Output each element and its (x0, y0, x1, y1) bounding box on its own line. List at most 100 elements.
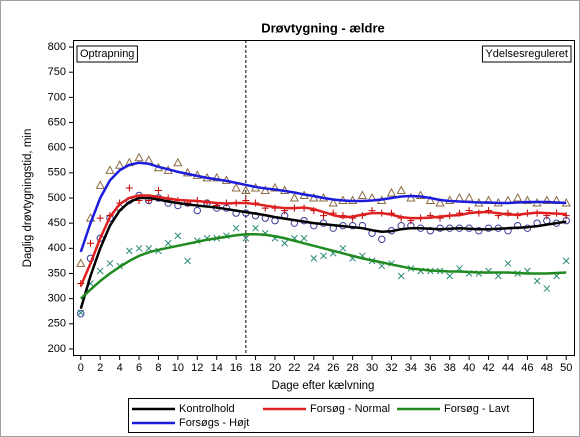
data-point (339, 244, 347, 252)
y-tick-label: 300 (48, 293, 66, 305)
x-tick-label: 44 (502, 362, 514, 374)
y-tick-label: 800 (48, 41, 66, 53)
legend-label: Forsøgs - Højt (179, 417, 249, 429)
legend-label: Forsøg - Normal (310, 403, 390, 415)
legend-label: Kontrolhold (179, 403, 235, 415)
data-point (184, 257, 191, 265)
data-point (105, 165, 115, 174)
data-point (174, 232, 182, 240)
x-tick-label: 16 (230, 362, 242, 374)
y-tick-label: 400 (48, 242, 66, 254)
data-point (106, 260, 114, 267)
data-point (260, 185, 270, 194)
x-tick-label: 18 (249, 362, 261, 374)
x-tick-label: 6 (136, 362, 142, 374)
x-tick-label: 20 (269, 362, 281, 374)
data-point (415, 190, 426, 199)
x-tick-label: 48 (541, 362, 553, 374)
x-axis-label: Dage efter kælvning (272, 380, 375, 392)
data-point (504, 260, 512, 267)
x-tick-label: 46 (521, 362, 533, 374)
data-point (114, 160, 125, 169)
x-tick-label: 36 (424, 362, 436, 374)
data-point (193, 206, 202, 215)
y-tick-label: 600 (48, 142, 66, 154)
x-tick-label: 26 (327, 362, 339, 374)
data-point (542, 195, 552, 205)
data-point (386, 187, 397, 197)
data-point (475, 227, 483, 235)
data-point (135, 244, 143, 252)
x-tick-label: 34 (405, 362, 417, 374)
annotation: Optrapning (80, 48, 134, 60)
data-point (562, 257, 570, 265)
y-tick-label: 200 (48, 343, 66, 355)
chart-title: Drøvtygning - ældre (261, 20, 385, 35)
data-point (95, 180, 105, 189)
data-point (252, 224, 259, 232)
data-point (145, 244, 153, 252)
data-point (310, 255, 318, 262)
x-tick-label: 38 (444, 362, 456, 374)
data-point (397, 272, 405, 280)
data-point (289, 192, 300, 202)
x-tick-label: 28 (347, 362, 359, 374)
x-tick-label: 12 (191, 362, 203, 374)
data-point (76, 258, 86, 267)
x-tick-label: 50 (560, 362, 572, 374)
y-tick-label: 250 (48, 318, 66, 330)
x-tick-label: 10 (172, 362, 184, 374)
data-point (270, 182, 280, 192)
y-tick-label: 700 (48, 91, 66, 103)
x-tick-label: 4 (117, 362, 123, 374)
x-tick-label: 30 (366, 362, 378, 374)
data-point (164, 239, 172, 247)
x-tick-label: 0 (78, 362, 84, 374)
annotation-box (481, 45, 572, 63)
data-point (125, 184, 133, 192)
data-point (300, 234, 308, 242)
annotation: Ydelsesreguleret (485, 48, 568, 60)
x-tick-label: 42 (482, 362, 494, 374)
series-line (79, 232, 567, 300)
x-tick-label: 40 (463, 362, 475, 374)
data-point (77, 310, 85, 318)
data-point (435, 197, 445, 207)
data-point (378, 235, 386, 243)
data-point (396, 185, 406, 194)
x-tick-label: 2 (97, 362, 103, 374)
data-point (173, 157, 183, 167)
data-point (232, 224, 240, 232)
series-line (79, 196, 567, 310)
data-point (406, 192, 416, 202)
legend-label: Forsøg - Lavt (444, 403, 509, 415)
x-tick-label: 24 (308, 362, 320, 374)
data-point (522, 195, 533, 205)
y-tick-label: 650 (48, 116, 66, 128)
annotation-box (76, 45, 138, 63)
y-tick-label: 500 (48, 192, 66, 204)
data-point (242, 234, 250, 242)
data-point (543, 285, 551, 292)
y-tick-label: 550 (48, 167, 66, 179)
x-tick-label: 32 (385, 362, 397, 374)
data-point (154, 186, 162, 194)
y-tick-label: 750 (48, 66, 66, 78)
data-point (77, 309, 85, 317)
x-tick-label: 8 (155, 362, 161, 374)
series-line (79, 161, 567, 253)
data-point (357, 190, 367, 199)
y-tick-label: 450 (48, 217, 66, 229)
data-point (212, 172, 222, 182)
data-point (134, 152, 144, 162)
x-tick-label: 14 (211, 362, 223, 374)
data-point (328, 197, 338, 207)
data-point (281, 239, 289, 247)
series-line (79, 194, 567, 287)
data-point (533, 277, 541, 285)
data-point (87, 239, 95, 247)
data-point (494, 272, 502, 280)
data-point (241, 185, 251, 194)
legend (128, 398, 534, 433)
